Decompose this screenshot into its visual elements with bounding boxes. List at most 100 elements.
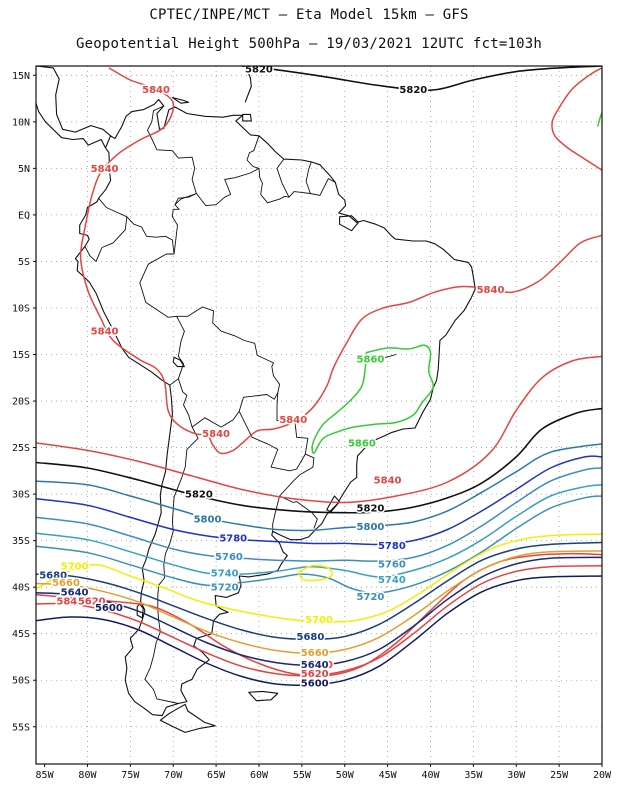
contour-label-5760: 5760	[378, 559, 406, 570]
uruguay-borders	[279, 495, 318, 529]
latitude-tick-label: 5N	[18, 164, 30, 175]
contour-label-5720: 5720	[357, 592, 385, 603]
contour-label-5840: 5840	[374, 476, 402, 487]
colombia-ecuador-peru-border	[98, 197, 175, 255]
latitude-tick-label: EQ	[18, 210, 30, 221]
bolivia-argentina-paraguay-border	[191, 392, 279, 428]
peru-bolivia-border	[168, 315, 185, 386]
contour-line-5820	[36, 407, 602, 514]
ecuador-peru-border	[84, 216, 128, 262]
contour-line-5680	[36, 541, 602, 641]
colombia-venezuela-border	[147, 105, 197, 255]
central-america-caribbean-coast	[36, 66, 111, 137]
lake-titicaca	[172, 356, 185, 368]
lagoa-dos-patos	[326, 495, 341, 513]
latitude-tick-label: 15N	[12, 71, 30, 82]
contour-line-5620	[36, 565, 602, 677]
argentina-brazil-border	[279, 453, 315, 497]
contour-labels: 5840 5840 5840 5840 5840 5840 5840 5840 5840 5820…	[38, 63, 506, 691]
contour-label-5840: 5840	[91, 164, 119, 175]
contour-label-5680: 5680	[39, 571, 67, 582]
paraguay-brazil-border	[276, 392, 309, 455]
contour-label-5840: 5840	[279, 415, 307, 426]
contour-label-5640: 5640	[301, 660, 329, 671]
bolivia-chile-border	[177, 378, 193, 428]
contour-label-5800: 5800	[194, 515, 222, 526]
contour-line-5740	[36, 484, 602, 578]
contour-line-5860	[596, 112, 602, 127]
longitude-tick-label: 80W	[78, 770, 97, 781]
lesser-antilles-coastline	[244, 66, 252, 103]
chart-subtitle: Geopotential Height 500hPa – 19/03/2021 …	[76, 36, 542, 52]
longitude-tick-label: 50W	[336, 770, 355, 781]
contour-label-5600: 5600	[301, 679, 329, 690]
contour-line-5860	[311, 344, 434, 454]
curacao-coastline	[171, 97, 190, 104]
latitude-tick-label: 30S	[12, 490, 30, 501]
contour-label-5680: 5680	[297, 632, 325, 643]
tierra-del-fuego-coastline	[159, 703, 216, 733]
longitude-tick-label: 55W	[293, 770, 312, 781]
south-america-coastline	[74, 98, 476, 717]
contour-label-5640: 5640	[61, 587, 89, 598]
colombia-brazil-border	[174, 193, 197, 206]
contour-label-5820: 5820	[185, 490, 213, 501]
contour-line-5840	[79, 67, 602, 455]
guyana-brazil-border	[258, 168, 336, 204]
contour-line-5600	[36, 575, 602, 686]
chiloe-island-coastline	[136, 603, 144, 619]
contour-label-5700: 5700	[61, 561, 89, 572]
contour-label-5840: 5840	[202, 429, 230, 440]
contour-line-5820	[241, 66, 602, 92]
contour-label-5820: 5820	[357, 504, 385, 515]
latitude-tick-label: 20S	[12, 397, 30, 408]
marajo-island-coastline	[339, 215, 359, 232]
longitude-tick-label: 35W	[464, 770, 483, 781]
contour-label-5860: 5860	[357, 355, 385, 366]
contour-line-5800	[36, 443, 602, 532]
puerto-rico-coastline	[197, 43, 211, 48]
longitude-tick-label: 20W	[593, 770, 612, 781]
latitude-tick-label: 50S	[12, 676, 30, 687]
contour-label-5840: 5840	[142, 85, 170, 96]
latitude-tick-label: 35S	[12, 536, 30, 547]
guyana-suriname-border	[276, 158, 290, 198]
longitude-tick-label: 85W	[36, 770, 55, 781]
latitude-tick-label: 10N	[12, 117, 30, 128]
hispaniola-coastline	[135, 30, 187, 51]
central-america-pacific-coast	[36, 103, 106, 149]
longitude-tick-label: 25W	[550, 770, 569, 781]
contour-label-5720: 5720	[211, 583, 239, 594]
longitude-tick-label: 75W	[121, 770, 140, 781]
contour-label-5840: 5840	[91, 327, 119, 338]
contour-label-5600: 5600	[95, 603, 123, 614]
contour-line-5700	[297, 564, 333, 582]
suriname-french-guiana-border	[305, 161, 312, 194]
contour-label-5840: 5840	[305, 660, 333, 671]
chart-title: CPTEC/INPE/MCT – Eta Model 15km – GFS	[149, 7, 469, 23]
latitude-tick-label: 45S	[12, 629, 30, 640]
contour-label-5660: 5660	[52, 578, 80, 589]
longitude-tick-label: 45W	[379, 770, 398, 781]
contour-label-5800: 5800	[357, 522, 385, 533]
latitude-tick-label: 55S	[12, 722, 30, 733]
contour-label-5700: 5700	[305, 615, 333, 626]
contour-label-5780: 5780	[219, 533, 247, 544]
longitude-tick-label: 40W	[421, 770, 440, 781]
longitude-tick-label: 70W	[164, 770, 183, 781]
contour-line-5640	[36, 556, 602, 667]
jamaica-coastline	[102, 44, 119, 49]
latitude-tick-label: 5S	[18, 257, 30, 268]
latitude-tick-label: 40S	[12, 583, 30, 594]
contour-label-5620: 5620	[301, 669, 329, 680]
contour-line-5760	[36, 467, 602, 562]
latitude-tick-label: 15S	[12, 350, 30, 361]
contour-label-5620: 5620	[78, 597, 106, 608]
contour-line-5840	[551, 67, 602, 171]
contour-label-5660: 5660	[301, 648, 329, 659]
peru-brazil-border	[139, 253, 175, 318]
contour-label-5820: 5820	[399, 85, 427, 96]
contour-label-5760: 5760	[215, 552, 243, 563]
